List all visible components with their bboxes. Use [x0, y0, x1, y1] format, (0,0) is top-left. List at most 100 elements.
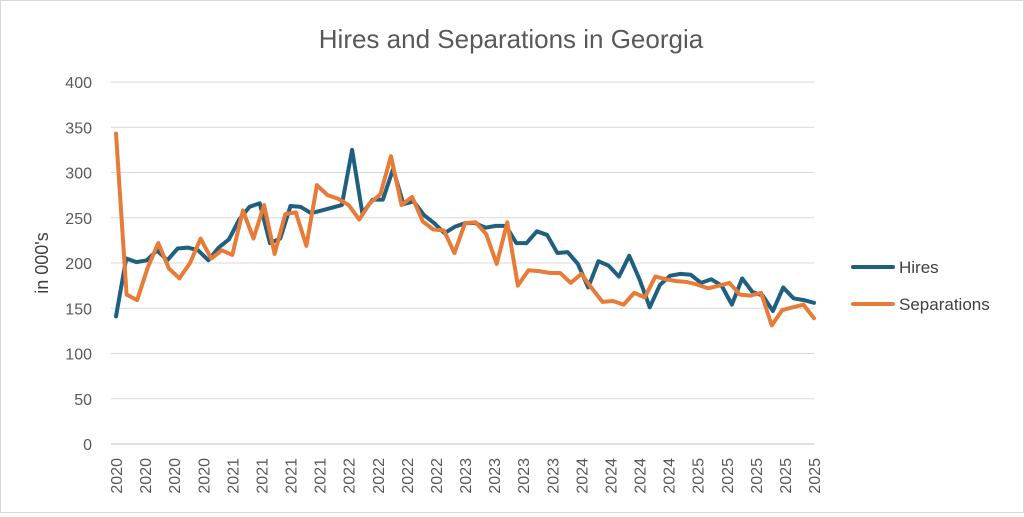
data-point-separations — [126, 294, 128, 296]
x-tick-label: 2023 — [545, 458, 562, 494]
data-point-separations — [327, 194, 329, 196]
data-point-separations — [750, 295, 752, 297]
x-tick-label: 2023 — [487, 458, 504, 494]
data-point-hires — [218, 247, 220, 249]
data-point-separations — [644, 297, 646, 299]
data-point-separations — [210, 258, 212, 260]
data-point-separations — [633, 292, 635, 294]
y-tick-label: 350 — [65, 120, 92, 137]
data-point-separations — [390, 155, 392, 157]
data-point-separations — [242, 210, 244, 212]
series-line-separations — [114, 131, 816, 328]
data-point-hires — [177, 248, 179, 250]
data-point-separations — [697, 284, 699, 286]
data-point-separations — [570, 282, 572, 284]
x-tick-label: 2022 — [342, 458, 359, 494]
x-tick-label: 2024 — [574, 458, 591, 494]
data-point-separations — [401, 204, 403, 206]
data-point-separations — [136, 299, 138, 301]
data-point-hires — [649, 307, 651, 309]
data-point-hires — [803, 299, 805, 301]
x-tick-label: 2025 — [778, 458, 795, 494]
x-tick-label: 2023 — [458, 458, 475, 494]
data-point-hires — [772, 310, 774, 312]
data-point-separations — [200, 238, 202, 240]
data-point-hires — [700, 282, 702, 284]
series-lines — [114, 131, 816, 328]
x-tick-label: 2025 — [807, 458, 824, 494]
data-point-hires — [690, 274, 692, 276]
data-point-hires — [423, 214, 425, 216]
x-tick-label: 2022 — [400, 458, 417, 494]
data-point-separations — [263, 204, 265, 206]
data-point-separations — [707, 288, 709, 290]
y-tick-label: 400 — [65, 75, 92, 92]
data-point-separations — [115, 133, 117, 135]
x-tick-label: 2021 — [313, 458, 330, 494]
data-point-hires — [711, 278, 713, 280]
y-tick-label: 50 — [74, 392, 92, 409]
data-point-separations — [665, 278, 667, 280]
data-point-separations — [189, 262, 191, 264]
data-point-hires — [115, 316, 117, 318]
legend-label: Separations — [899, 295, 990, 314]
y-tick-label: 300 — [65, 166, 92, 183]
data-point-hires — [146, 259, 148, 261]
legend: Hires Separations — [851, 258, 990, 314]
data-point-hires — [382, 199, 384, 201]
data-point-hires — [433, 222, 435, 224]
data-point-separations — [718, 285, 720, 287]
data-point-separations — [475, 221, 477, 223]
y-tick-label: 0 — [83, 437, 92, 454]
data-point-separations — [295, 212, 297, 214]
legend-label: Hires — [899, 258, 939, 277]
data-point-separations — [274, 253, 276, 255]
data-point-separations — [655, 276, 657, 278]
data-point-separations — [760, 292, 762, 294]
data-point-hires — [598, 260, 600, 262]
data-point-hires — [331, 207, 333, 209]
x-tick-label: 2025 — [720, 458, 737, 494]
x-tick-label: 2024 — [603, 458, 620, 494]
series-line-hires — [114, 147, 816, 319]
x-tick-label: 2025 — [691, 458, 708, 494]
data-point-separations — [803, 304, 805, 306]
data-point-hires — [639, 278, 641, 280]
data-point-hires — [752, 291, 754, 293]
data-point-hires — [608, 265, 610, 267]
x-tick-label: 2020 — [167, 458, 184, 494]
data-point-separations — [528, 269, 530, 271]
data-point-hires — [320, 210, 322, 212]
data-point-separations — [147, 267, 149, 269]
data-point-hires — [557, 252, 559, 254]
data-point-separations — [591, 288, 593, 290]
data-point-hires — [454, 226, 456, 228]
x-tick-label: 2021 — [284, 458, 301, 494]
y-tick-label: 150 — [65, 301, 92, 318]
data-point-hires — [546, 234, 548, 236]
data-point-separations — [221, 250, 223, 252]
data-point-separations — [813, 317, 815, 319]
data-point-hires — [628, 255, 630, 257]
data-point-separations — [443, 230, 445, 232]
x-tick-label: 2024 — [633, 458, 650, 494]
data-point-hires — [659, 284, 661, 286]
data-point-separations — [432, 229, 434, 231]
y-tick-label: 100 — [65, 347, 92, 364]
data-point-hires — [341, 204, 343, 206]
data-point-hires — [813, 302, 815, 304]
data-point-separations — [358, 219, 360, 221]
x-tick-label: 2024 — [662, 458, 679, 494]
data-point-hires — [187, 247, 189, 249]
data-point-hires — [731, 304, 733, 306]
data-point-separations — [559, 272, 561, 274]
data-point-hires — [618, 276, 620, 278]
y-tick-labels: 0 50 100 150 200 250 300 350 400 — [65, 75, 92, 454]
data-point-hires — [208, 259, 210, 261]
data-point-hires — [567, 251, 569, 253]
data-point-separations — [454, 252, 456, 254]
data-point-hires — [485, 227, 487, 229]
data-point-separations — [232, 254, 234, 256]
